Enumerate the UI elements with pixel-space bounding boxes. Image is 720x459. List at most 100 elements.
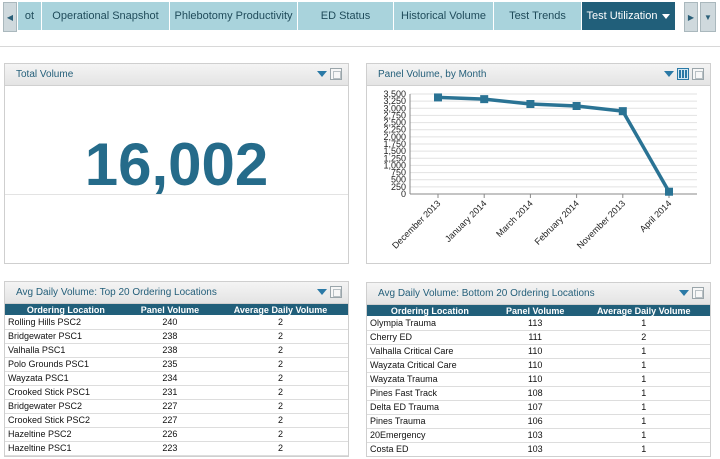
y-tick-label: 2,500 [383, 118, 406, 128]
ordering-location-cell: Wayzata Critical Care [367, 358, 493, 373]
y-tick-label: 1,250 [383, 153, 406, 163]
panel-volume-chart: 02505007501,0001,2501,5001,7502,0002,250… [383, 89, 697, 251]
panel-volume-cell: 231 [126, 385, 214, 400]
average-daily-volume-cell: 2 [577, 330, 710, 345]
table-row[interactable]: Wayzata Trauma 110 1 [367, 372, 710, 387]
y-tick-label: 2,250 [383, 125, 406, 135]
data-point[interactable] [665, 187, 673, 196]
data-point[interactable] [526, 100, 535, 108]
table-row[interactable]: Polo Grounds PSC1 235 2 [5, 357, 348, 372]
tab-historical-volume[interactable]: Historical Volume [394, 2, 494, 30]
ordering-location-cell: Hazeltine PSC1 [5, 441, 127, 456]
average-daily-volume-cell: 2 [213, 357, 348, 372]
table-row[interactable]: Wayzata Critical Care 110 1 [367, 358, 710, 373]
maximize-icon[interactable] [692, 287, 704, 299]
column-header[interactable]: Ordering Location [5, 304, 127, 315]
triangle-down-icon: ▼ [704, 12, 712, 22]
maximize-icon[interactable] [692, 68, 704, 80]
average-daily-volume-cell: 1 [577, 316, 710, 331]
dropdown-icon[interactable] [664, 71, 674, 77]
tab-label: Operational Snapshot [52, 10, 159, 22]
tab-label: Historical Volume [401, 10, 486, 22]
panel-volume-cell: 108 [492, 386, 578, 401]
ordering-location-cell: 20Emergency [367, 428, 493, 443]
scroll-right-button[interactable]: ▶ [684, 2, 698, 32]
ordering-location-cell: Rolling Hills PSC2 [5, 315, 127, 330]
table-row[interactable]: 20Emergency 103 1 [367, 428, 710, 443]
table-row[interactable]: Wayzata PSC1 234 2 [5, 371, 348, 386]
ordering-location-cell: Delta ED Trauma [367, 400, 493, 415]
x-tick-label: March 2014 [494, 198, 535, 239]
panel-volume-cell: 235 [126, 357, 214, 372]
y-tick-label: 1,000 [383, 160, 406, 170]
table-row[interactable]: Hazeltine PSC2 226 2 [5, 427, 348, 442]
tab-label: Test Utilization [586, 10, 658, 22]
table-row[interactable]: Pines Trauma 106 1 [367, 414, 710, 429]
column-header[interactable]: Panel Volume [492, 305, 578, 316]
dropdown-icon[interactable] [679, 290, 689, 296]
ordering-location-cell: Wayzata PSC1 [5, 371, 127, 386]
tab-label: ED Status [320, 10, 371, 22]
bottom20-table: Ordering Location Panel Volume Average D… [367, 305, 710, 456]
divider [5, 194, 348, 195]
column-header[interactable]: Average Daily Volume [213, 304, 348, 315]
tab-phlebotomy-productivity[interactable]: Phlebotomy Productivity [170, 2, 298, 30]
table-row[interactable]: Crooked Stick PSC2 227 2 [5, 413, 348, 428]
average-daily-volume-cell: 2 [213, 441, 348, 456]
chevron-down-icon [662, 13, 671, 19]
dropdown-icon[interactable] [317, 71, 327, 77]
panel-header: Panel Volume, by Month [367, 64, 710, 86]
average-daily-volume-cell: 1 [577, 442, 710, 456]
panel-volume-cell: 227 [126, 413, 214, 428]
panel-volume-cell: 234 [126, 371, 214, 386]
table-row[interactable]: Bridgewater PSC2 227 2 [5, 399, 348, 414]
table-row[interactable]: Valhalla Critical Care 110 1 [367, 344, 710, 359]
column-header[interactable]: Panel Volume [126, 304, 214, 315]
panel-header: Avg Daily Volume: Bottom 20 Ordering Loc… [367, 283, 710, 305]
tab-ed-status[interactable]: ED Status [298, 2, 394, 30]
table-row[interactable]: Crooked Stick PSC1 231 2 [5, 385, 348, 400]
dropdown-icon[interactable] [317, 289, 327, 295]
tab-test-utilization[interactable]: Test Utilization [582, 2, 676, 30]
tab-menu-button[interactable]: ▼ [700, 2, 716, 32]
table-row[interactable]: Valhalla PSC1 238 2 [5, 343, 348, 358]
data-point[interactable] [480, 95, 489, 104]
maximize-icon[interactable] [330, 68, 342, 80]
panel-volume-cell: 240 [126, 315, 214, 330]
tab-label: Phlebotomy Productivity [174, 10, 293, 22]
panel-header: Total Volume [5, 64, 348, 86]
ordering-location-cell: Olympia Trauma [367, 316, 493, 331]
column-header[interactable]: Average Daily Volume [577, 305, 710, 316]
panel-volume-cell: 111 [492, 330, 578, 345]
chart-view-icon[interactable] [677, 68, 689, 80]
column-header[interactable]: Ordering Location [367, 305, 493, 316]
tab-operational-snapshot[interactable]: Operational Snapshot [42, 2, 170, 30]
tab-snapshot-partial[interactable]: ot [18, 2, 42, 30]
table-row[interactable]: Hazeltine PSC1 223 2 [5, 441, 348, 456]
bottom20-panel: Avg Daily Volume: Bottom 20 Ordering Loc… [366, 282, 711, 457]
tab-test-trends[interactable]: Test Trends [494, 2, 582, 30]
data-point[interactable] [572, 102, 581, 110]
triangle-right-icon: ▶ [687, 12, 695, 22]
scroll-left-button[interactable]: ◀ [3, 2, 17, 32]
maximize-icon[interactable] [330, 286, 342, 298]
panel-volume-cell: 226 [126, 427, 214, 442]
average-daily-volume-cell: 1 [577, 372, 710, 387]
ordering-location-cell: Bridgewater PSC1 [5, 329, 127, 344]
table-header-row: Ordering Location Panel Volume Average D… [367, 305, 710, 316]
ordering-location-cell: Valhalla Critical Care [367, 344, 493, 359]
table-row[interactable]: Pines Fast Track 108 1 [367, 386, 710, 401]
table-row[interactable]: Rolling Hills PSC2 240 2 [5, 315, 348, 330]
data-point[interactable] [434, 93, 442, 102]
data-point[interactable] [618, 107, 627, 116]
tab-label: ot [24, 10, 35, 22]
table-row[interactable]: Delta ED Trauma 107 1 [367, 400, 710, 415]
ordering-location-cell: Pines Fast Track [367, 386, 493, 401]
panel-volume-cell: 107 [492, 400, 578, 415]
table-row[interactable]: Olympia Trauma 113 1 [367, 316, 710, 331]
panel-volume-cell: 227 [126, 399, 214, 414]
table-row[interactable]: Cherry ED 111 2 [367, 330, 710, 345]
table-row[interactable]: Bridgewater PSC1 238 2 [5, 329, 348, 344]
average-daily-volume-cell: 2 [213, 315, 348, 330]
table-row[interactable]: Costa ED 103 1 [367, 442, 710, 456]
